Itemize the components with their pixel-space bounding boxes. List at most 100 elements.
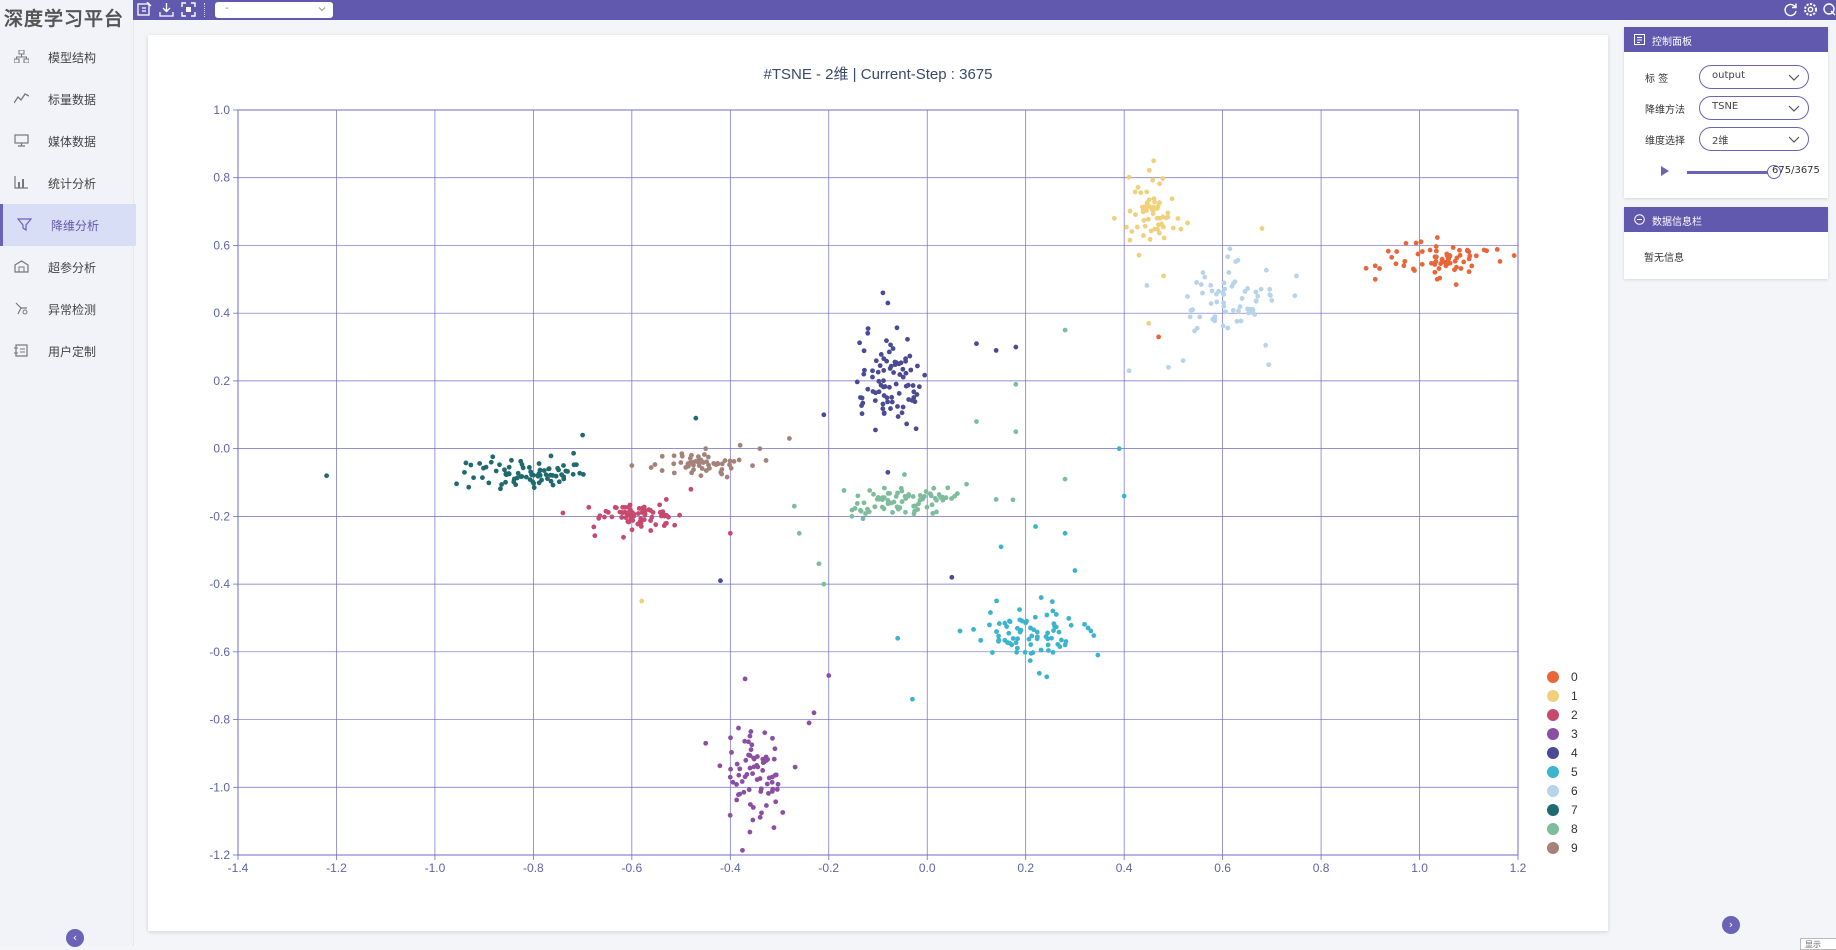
scatter-point [923,489,929,494]
legend-label[interactable]: 9 [1571,841,1578,855]
connect-icon[interactable] [1822,2,1836,17]
edit-icon[interactable] [137,2,152,17]
control-panel-header: 控制面板 [1624,27,1828,52]
info-panel-header: 数据信息栏 [1624,207,1828,232]
expand-panel-button[interactable]: › [1722,916,1740,934]
scatter-point [503,471,509,477]
legend-label[interactable]: 7 [1571,803,1578,817]
scatter-point [1161,273,1166,279]
legend-marker[interactable] [1547,804,1559,816]
legend-marker[interactable] [1547,671,1559,683]
corner-tag[interactable]: 显示 [1800,938,1836,950]
legend-marker[interactable] [1547,690,1559,702]
chart-title: #TSNE - 2维 | Current-Step : 3675 [764,66,993,83]
scatter-point [757,776,763,781]
legend-label[interactable]: 2 [1571,708,1578,722]
chevron-down-icon [318,7,326,12]
legend-marker[interactable] [1547,823,1559,835]
scatter-point [888,406,893,411]
sidebar-item-custom[interactable]: 用户定制 [0,330,133,372]
legend-label[interactable]: 0 [1571,670,1578,684]
scatter-point [898,485,904,491]
scatter-point [730,779,736,785]
scatter-point [1127,208,1133,214]
scatter-point [940,494,946,500]
step-slider-handle[interactable] [1767,165,1781,179]
tsne-scatter-chart[interactable]: #TSNE - 2维 | Current-Step : 3675 -1.4 -1.… [148,35,1608,931]
scatter-point [703,446,709,452]
scatter-point [806,720,812,726]
chart-legend[interactable]: 0 1 2 3 4 5 6 7 8 9 [1547,670,1578,855]
sidebar-item-hyperparam[interactable]: 超参分析 [0,246,133,288]
scatter-point [1403,240,1409,246]
scatter-point [884,395,890,401]
legend-marker[interactable] [1547,728,1559,740]
legend-marker[interactable] [1547,842,1559,854]
scatter-point [821,412,827,418]
method-select[interactable]: TSNE [1699,96,1809,120]
scatter-point [719,461,725,467]
scatter-point [541,468,547,473]
dimension-select[interactable]: 2维 [1699,127,1809,151]
legend-label[interactable]: 8 [1571,822,1578,836]
collapse-sidebar-button[interactable]: ‹ [66,929,84,947]
scatter-point [497,462,502,468]
legend-label[interactable]: 1 [1571,689,1578,703]
step-slider-track[interactable] [1687,171,1773,174]
scatter-point [906,492,912,497]
scatter-point [642,508,648,514]
run-select[interactable]: - [215,2,333,18]
scatter-point [490,454,496,460]
scatter-point [858,395,863,400]
x-tick-label: -1.0 [425,861,446,875]
scatter-point [1372,276,1378,282]
scatter-point [561,476,567,482]
scatter-point [1135,184,1141,190]
legend-label[interactable]: 5 [1571,765,1578,779]
scatter-point [488,459,494,465]
play-icon[interactable] [1660,166,1670,176]
legend-marker[interactable] [1547,747,1559,759]
legend-marker[interactable] [1547,709,1559,721]
settings-icon[interactable] [1803,2,1818,17]
scatter-point [1141,217,1147,223]
refresh-icon[interactable] [1783,2,1798,17]
scatter-point [916,501,921,507]
scatter-point [1066,616,1072,621]
sidebar-item-model-structure[interactable]: 模型结构 [0,36,133,78]
sidebar-item-scalar-data[interactable]: 标量数据 [0,78,133,120]
download-icon[interactable] [159,2,174,17]
sidebar-item-media-data[interactable]: 媒体数据 [0,120,133,162]
scatter-point [1259,226,1265,231]
scatter-point [1457,247,1462,253]
scatter-point [993,497,999,502]
scatter-point [1180,358,1186,363]
scatter-point [1450,245,1456,250]
scatter-point [1401,263,1407,269]
legend-marker[interactable] [1547,766,1559,778]
scatter-point [895,404,900,409]
fullscreen-icon[interactable] [181,2,196,17]
scatter-point [1072,568,1078,573]
scatter-point [1157,215,1163,221]
scatter-point [1418,239,1424,245]
sidebar-item-statistics[interactable]: 统计分析 [0,162,133,204]
legend-label[interactable]: 6 [1571,784,1578,798]
scatter-point [731,458,737,464]
label-select[interactable]: output [1699,65,1809,89]
scatter-point [481,465,486,471]
scatter-point [736,725,741,731]
legend-label[interactable]: 4 [1571,746,1578,760]
sidebar-item-anomaly[interactable]: 异常检测 [0,288,133,330]
scatter-point [1026,636,1032,642]
scatter-point [888,500,894,506]
scatter-point [1151,196,1157,202]
sidebar-item-dim-reduction[interactable]: 降维分析 [0,204,136,246]
legend-marker[interactable] [1547,785,1559,797]
sidebar-item-label: 媒体数据 [48,135,97,149]
scatter-point [998,544,1004,550]
scatter-point [877,363,883,369]
legend-label[interactable]: 3 [1571,727,1578,741]
scatter-point [1402,258,1408,264]
scatter-point [1014,645,1020,651]
